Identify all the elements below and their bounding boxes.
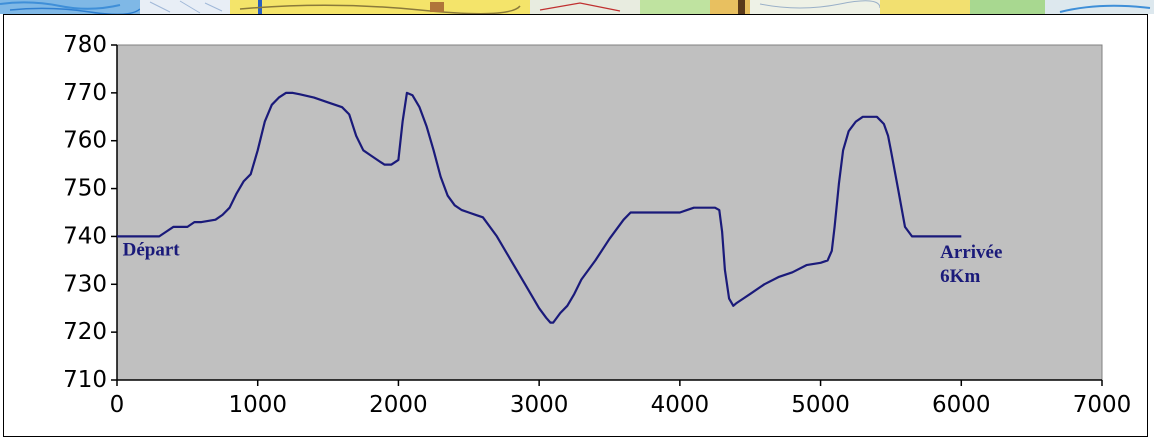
x-ticks: 0 1000 2000 3000 4000 5000 6000 7000 [110, 380, 1132, 418]
chart-frame: 710 720 730 740 750 760 770 780 0 1000 2000 3000 40… [3, 14, 1148, 437]
annotation-label: 6Km [940, 266, 980, 287]
y-tick-label: 710 [63, 367, 107, 393]
y-ticks: 710 720 730 740 750 760 770 780 [63, 32, 117, 393]
y-tick-label: 720 [63, 319, 107, 345]
annotation-label: Arrivée [940, 242, 1002, 263]
plot-area [116, 44, 1103, 381]
x-tick-label: 7000 [1073, 392, 1132, 418]
x-tick-label: 0 [110, 392, 125, 418]
y-tick-label: 750 [63, 176, 107, 202]
axes [116, 45, 1102, 381]
annotations: Départ Arrivée 6Km [123, 240, 1003, 287]
x-tick-label: 2000 [369, 392, 428, 418]
x-tick-label: 5000 [791, 392, 850, 418]
y-tick-label: 730 [63, 271, 107, 297]
x-tick-label: 4000 [651, 392, 710, 418]
elevation-series-line [117, 91, 962, 324]
x-tick-label: 3000 [510, 392, 569, 418]
elevation-profile-chart: 710 720 730 740 750 760 770 780 0 1000 2000 3000 40… [63, 32, 1132, 418]
y-tick-label: 780 [63, 32, 107, 58]
map-fragment-graphic [0, 0, 1154, 14]
x-tick-label: 1000 [228, 392, 287, 418]
y-tick-label: 740 [63, 223, 107, 249]
map-image-strip [0, 0, 1154, 14]
x-tick-label: 6000 [932, 392, 991, 418]
annotation-label: Départ [123, 240, 181, 261]
y-tick-label: 770 [63, 80, 107, 106]
y-tick-label: 760 [63, 128, 107, 154]
